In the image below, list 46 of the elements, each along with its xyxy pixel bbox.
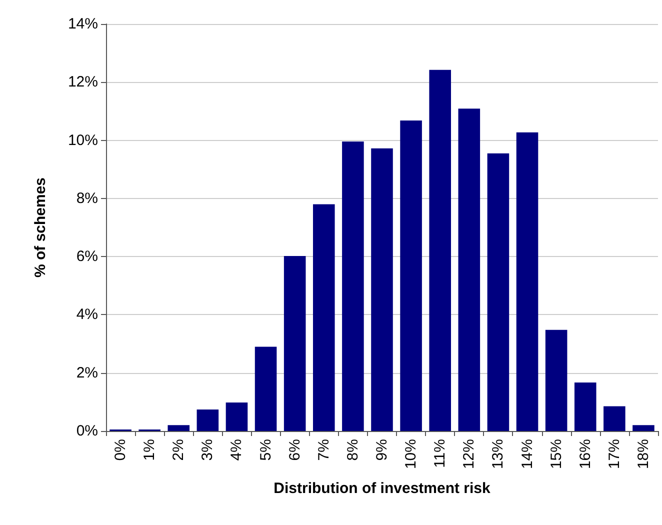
x-tick-label: 0% (112, 439, 130, 461)
x-tick-label: 5% (257, 439, 274, 461)
y-axis-title: % of schemes (32, 177, 49, 278)
x-tick-label: 16% (576, 439, 594, 470)
y-tick-label: 6% (76, 248, 98, 266)
bar (342, 141, 364, 431)
x-tick-label: 11% (432, 439, 449, 468)
y-tick-label: 8% (76, 190, 98, 207)
bar (632, 425, 654, 431)
bar (400, 120, 422, 431)
bar (545, 330, 568, 431)
x-tick-label: 8% (344, 439, 362, 461)
x-tick-label: 12% (460, 439, 478, 470)
x-tick-label: 1% (141, 439, 158, 461)
y-tick-label: 0% (76, 422, 98, 440)
bar (371, 148, 393, 431)
x-tick-label: 13% (490, 439, 507, 470)
x-tick-label: 2% (170, 439, 188, 461)
y-tick-label: 4% (76, 306, 98, 324)
y-tick-label: 14% (68, 16, 98, 32)
bar (226, 402, 248, 431)
bar (458, 108, 480, 431)
bar (487, 153, 510, 431)
x-tick-label: 6% (286, 439, 304, 461)
x-axis-title: Distribution of investment risk (274, 480, 491, 497)
x-tick-label: 14% (518, 439, 536, 470)
bar (604, 406, 626, 431)
x-tick-label: 18% (634, 439, 652, 470)
y-tick-label: 12% (68, 74, 98, 91)
bar (254, 346, 277, 431)
x-tick-label: 15% (548, 439, 565, 470)
bar (516, 132, 538, 431)
y-tick-label: 10% (68, 132, 98, 149)
bar (429, 70, 451, 431)
x-tick-label: 3% (199, 439, 216, 461)
bar (313, 204, 335, 431)
x-tick-label: 9% (374, 439, 390, 461)
x-tick-label: 17% (606, 439, 623, 470)
bar (574, 382, 596, 431)
bar (284, 256, 306, 431)
bar (168, 425, 190, 431)
y-tick-label: 2% (76, 364, 98, 382)
x-tick-label: 4% (228, 439, 246, 461)
bar (196, 409, 219, 431)
x-tick-label: 10% (402, 439, 420, 470)
x-tick-label: 7% (315, 439, 332, 461)
